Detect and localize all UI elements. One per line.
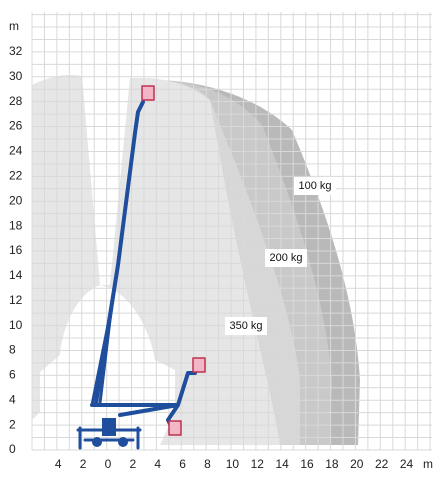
turret: [102, 418, 116, 436]
y-tick-label: 20: [9, 193, 23, 207]
basket-mid: [192, 357, 206, 373]
load-label: 200 kg: [269, 252, 302, 264]
y-tick-label: 4: [9, 392, 16, 406]
y-tick-label: 16: [9, 243, 23, 257]
y-tick-label: 30: [9, 69, 23, 83]
wheel: [118, 437, 128, 447]
load-label-bg: [265, 249, 307, 267]
reach-zones: [32, 75, 360, 445]
x-tick-label: 4: [55, 457, 62, 471]
load-label-bg: [225, 317, 267, 335]
basket-low: [168, 420, 182, 436]
x-tick-label: 18: [325, 457, 339, 471]
y-tick-label: 10: [9, 318, 23, 332]
boom-lower: [90, 263, 120, 407]
y-tick-label: 12: [9, 293, 23, 307]
basket-top: [141, 85, 155, 101]
x-tick-label: 2: [130, 457, 137, 471]
y-tick-label: 26: [9, 119, 23, 133]
y-tick-label: 2: [9, 417, 16, 431]
wheel: [92, 437, 102, 447]
x-unit: m: [423, 457, 433, 471]
y-tick-label: 8: [9, 343, 16, 357]
x-tick-label: 16: [300, 457, 314, 471]
y-tick-label: 24: [9, 144, 23, 158]
y-tick-label: 28: [9, 94, 23, 108]
x-tick-label: 24: [400, 457, 414, 471]
x-tick-label: 20: [350, 457, 364, 471]
x-tick-label: 6: [179, 457, 186, 471]
load-labels: 100 kg 200 kg 350 kg: [225, 177, 336, 335]
x-tick-label: 0: [105, 457, 112, 471]
y-tick-label: 14: [9, 268, 23, 282]
grid: [31, 12, 432, 451]
y-tick-label: 6: [9, 368, 16, 382]
load-label: 350 kg: [229, 320, 262, 332]
load-label-bg: [294, 177, 336, 195]
load-label: 100 kg: [298, 180, 331, 192]
lift: [76, 85, 206, 450]
y-tick-label: 18: [9, 218, 23, 232]
y-unit: m: [9, 19, 19, 33]
x-tick-label: 12: [251, 457, 265, 471]
x-tick-label: 14: [275, 457, 289, 471]
x-tick-label: 10: [226, 457, 240, 471]
x-tick-label: 4: [154, 457, 161, 471]
y-tick-label: 0: [9, 442, 16, 456]
x-tick-label: 22: [375, 457, 389, 471]
x-tick-label: 8: [204, 457, 211, 471]
y-tick-label: 32: [9, 44, 23, 58]
y-tick-label: 22: [9, 168, 23, 182]
x-tick-label: 2: [80, 457, 87, 471]
